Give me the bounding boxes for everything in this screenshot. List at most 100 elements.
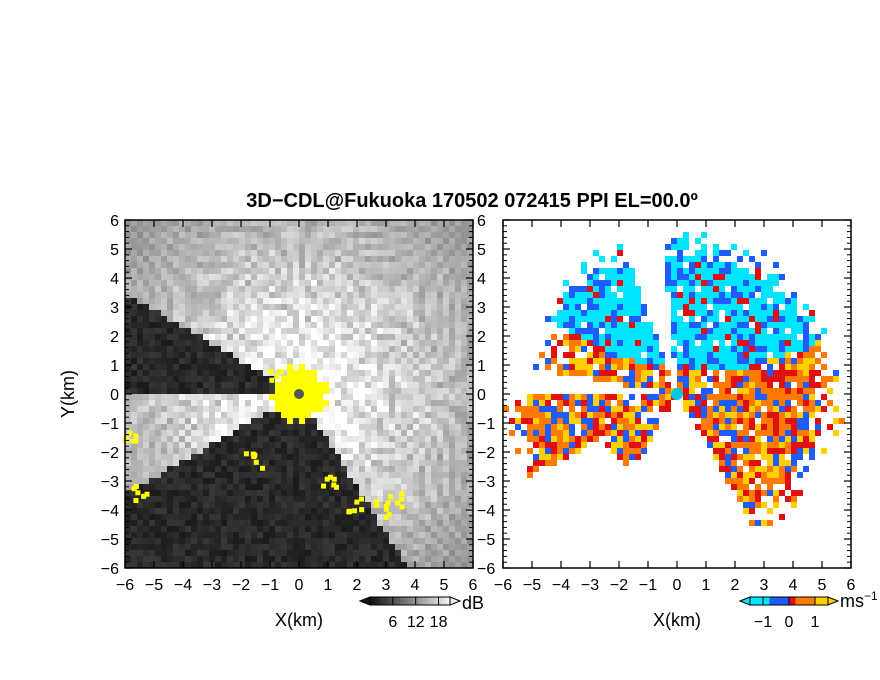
snr-colorbar-segment bbox=[370, 597, 375, 605]
x-tick-label: −6 bbox=[494, 577, 512, 594]
y-tick-label: −5 bbox=[477, 532, 495, 549]
y-tick-label: −1 bbox=[477, 416, 495, 433]
y-tick-label: −2 bbox=[477, 445, 495, 462]
x-tick-label: −5 bbox=[523, 577, 541, 594]
x-tick-label: 4 bbox=[789, 577, 798, 594]
x-tick-label: 1 bbox=[324, 577, 333, 594]
velocity-colorbar-segment bbox=[763, 597, 770, 605]
y-axis-label: Y(km) bbox=[58, 370, 78, 418]
velocity-colorbar-arrow-high bbox=[827, 596, 840, 606]
y-tick-label: 1 bbox=[477, 358, 486, 375]
snr-colorbar-segment bbox=[438, 597, 443, 605]
snr-panel: −6 −5 −4 −3 −2 −1 0 1 2 3 4 5 66 65 54 43 32 21 10 0−1 −1−2−… bbox=[101, 213, 496, 594]
y-tick-label: 6 bbox=[110, 213, 119, 230]
velocity-colorbar-segment bbox=[815, 597, 822, 605]
snr-colorbar-segment bbox=[400, 597, 405, 605]
snr-colorbar-segment bbox=[377, 597, 382, 605]
x-tick-label: −5 bbox=[145, 577, 163, 594]
y-tick-label: 3 bbox=[477, 300, 486, 317]
y-tick-label: 1 bbox=[110, 358, 119, 375]
velocity-colorbar-segment bbox=[789, 597, 796, 605]
snr-colorbar-segment bbox=[392, 597, 398, 605]
snr-colorbar-segment bbox=[404, 597, 409, 605]
snr-colorbar-segment bbox=[389, 597, 394, 605]
y-tick-label: −2 bbox=[101, 445, 119, 462]
velocity-colorbar-segment bbox=[776, 597, 783, 605]
velocity-colorbar-tick-label: 0 bbox=[785, 614, 794, 631]
y-tick-label: 2 bbox=[477, 329, 486, 346]
velocity-colorbar-tick-label: −1 bbox=[754, 614, 772, 631]
x-tick-label: 6 bbox=[469, 577, 478, 594]
velocity-colorbar-segment bbox=[769, 597, 777, 605]
snr-colorbar-segment bbox=[381, 597, 386, 605]
snr-colorbar: 6 12 18 bbox=[358, 596, 462, 631]
snr-colorbar-segment bbox=[415, 597, 421, 605]
x-tick-label: −1 bbox=[261, 577, 279, 594]
velocity-panel: −6 −5 −4 −3 −2 −1 0 1 2 3 4 5 6 bbox=[494, 219, 856, 594]
y-tick-label: −4 bbox=[101, 503, 119, 520]
velocity-colorbar: −1 0 1 bbox=[738, 596, 840, 631]
snr-colorbar-arrow-high bbox=[449, 596, 462, 606]
x-tick-label: 0 bbox=[673, 577, 682, 594]
y-tick-label: −3 bbox=[101, 474, 119, 491]
x-tick-label: −2 bbox=[610, 577, 628, 594]
snr-colorbar-tick-label: 18 bbox=[430, 614, 448, 631]
radar-site-marker bbox=[294, 389, 304, 399]
x-axis-label-left: X(km) bbox=[275, 610, 323, 630]
snr-colorbar-frame bbox=[369, 596, 451, 606]
snr-colorbar-segment bbox=[419, 597, 424, 605]
velocity-field bbox=[503, 232, 845, 526]
velocity-colorbar-arrow-low bbox=[738, 596, 751, 606]
x-tick-label: −2 bbox=[232, 577, 250, 594]
snr-field bbox=[122, 220, 473, 568]
snr-colorbar-segment bbox=[408, 597, 413, 605]
velocity-colorbar-segment bbox=[795, 597, 803, 605]
x-tick-label: −4 bbox=[174, 577, 192, 594]
x-axis-label-right: X(km) bbox=[653, 610, 701, 630]
y-tick-label: 4 bbox=[110, 271, 119, 288]
snr-colorbar-arrow-low bbox=[358, 596, 371, 606]
snr-colorbar-segment bbox=[430, 597, 436, 605]
y-tick-label: 2 bbox=[110, 329, 119, 346]
velocity-colorbar-segment bbox=[808, 597, 816, 605]
y-tick-label: −6 bbox=[101, 561, 119, 578]
snr-colorbar-segment bbox=[373, 597, 379, 605]
snr-colorbar-segment bbox=[434, 597, 440, 605]
velocity-colorbar-unit: ms−1 bbox=[840, 589, 878, 611]
x-tick-label: 0 bbox=[295, 577, 304, 594]
snr-colorbar-segment bbox=[396, 597, 401, 605]
snr-colorbar-segment bbox=[446, 597, 451, 605]
snr-colorbar-segment bbox=[442, 597, 447, 605]
velocity-colorbar-segment bbox=[750, 597, 757, 605]
snr-colorbar-segment bbox=[427, 597, 432, 605]
x-tick-label: 6 bbox=[847, 577, 856, 594]
x-tick-label: 3 bbox=[382, 577, 391, 594]
x-tick-label: −6 bbox=[116, 577, 134, 594]
velocity-colorbar-tick-label: 1 bbox=[811, 614, 820, 631]
y-tick-label: 5 bbox=[110, 242, 119, 259]
x-tick-label: −3 bbox=[581, 577, 599, 594]
y-tick-label: 6 bbox=[477, 213, 486, 230]
snr-colorbar-segment bbox=[411, 597, 417, 605]
figure-title: 3D−CDL@Fukuoka 170502 072415 PPI EL=00.0… bbox=[246, 190, 698, 212]
velocity-colorbar-segment bbox=[756, 597, 764, 605]
y-tick-label: 3 bbox=[110, 300, 119, 317]
y-tick-label: −5 bbox=[101, 532, 119, 549]
x-tick-label: 3 bbox=[760, 577, 769, 594]
velocity-colorbar-segment bbox=[782, 597, 790, 605]
x-tick-label: 2 bbox=[353, 577, 362, 594]
x-tick-label: 1 bbox=[702, 577, 711, 594]
snr-colorbar-unit: dB bbox=[462, 593, 484, 613]
x-tick-label: −1 bbox=[639, 577, 657, 594]
velocity-colorbar-segment bbox=[821, 597, 829, 605]
radar-site-marker bbox=[671, 388, 683, 400]
snr-colorbar-tick-label: 12 bbox=[407, 614, 425, 631]
y-tick-label: −3 bbox=[477, 474, 495, 491]
snr-colorbar-segment bbox=[423, 597, 428, 605]
x-tick-label: 4 bbox=[411, 577, 420, 594]
snr-colorbar-segment bbox=[385, 597, 390, 605]
y-tick-label: −1 bbox=[101, 416, 119, 433]
snr-colorbar-tick-label: 6 bbox=[388, 614, 397, 631]
y-tick-label: 0 bbox=[110, 387, 119, 404]
